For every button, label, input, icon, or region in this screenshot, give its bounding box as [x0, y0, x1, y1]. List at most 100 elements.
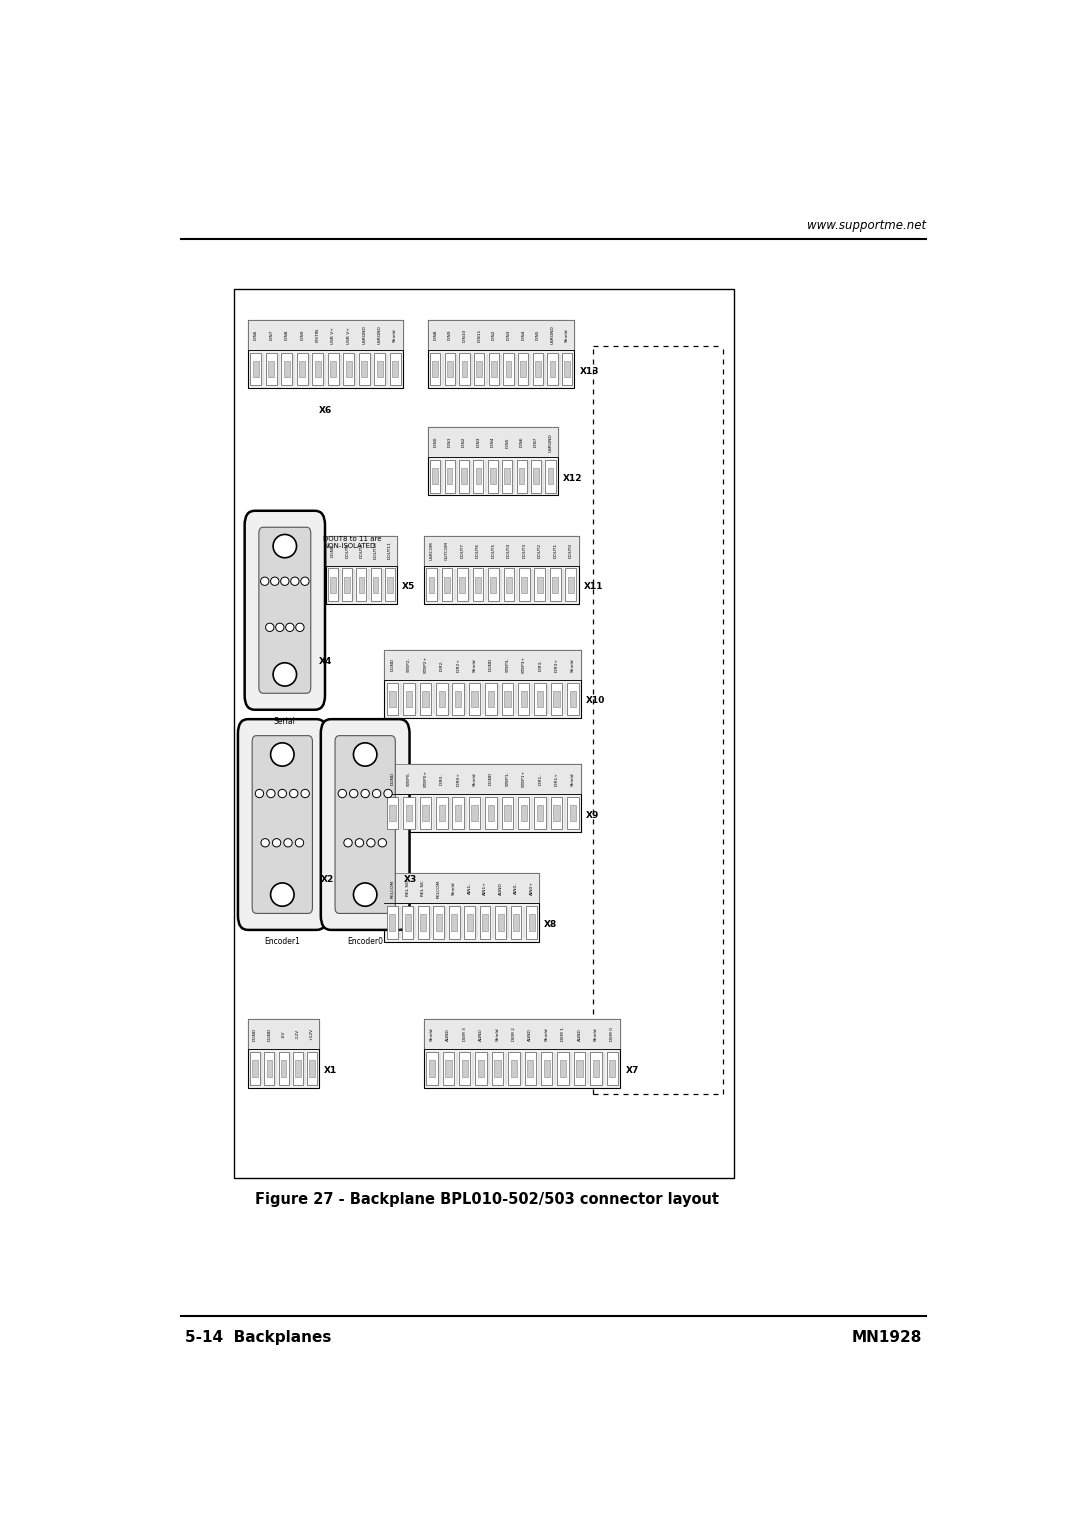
Bar: [570, 804, 576, 821]
Text: X11: X11: [583, 583, 603, 592]
Bar: [531, 460, 541, 492]
Ellipse shape: [260, 576, 269, 586]
Bar: [491, 1052, 503, 1084]
Bar: [253, 361, 259, 378]
Text: DIR0+: DIR0+: [456, 772, 460, 786]
Text: Shield: Shield: [565, 329, 569, 342]
Bar: [436, 797, 447, 829]
Text: DOUT0: DOUT0: [569, 543, 572, 558]
Text: USR V+: USR V+: [347, 327, 351, 344]
Bar: [423, 1020, 620, 1049]
FancyBboxPatch shape: [259, 528, 311, 693]
Bar: [490, 468, 496, 485]
Text: DIR1-: DIR1-: [538, 774, 542, 784]
Bar: [459, 353, 470, 385]
Bar: [567, 797, 579, 829]
Bar: [384, 569, 395, 601]
Ellipse shape: [255, 789, 264, 798]
Bar: [432, 361, 438, 378]
Text: DGND: DGND: [391, 657, 394, 671]
Bar: [504, 691, 511, 706]
Ellipse shape: [272, 838, 281, 847]
Bar: [299, 361, 306, 378]
Bar: [535, 797, 545, 829]
Bar: [384, 650, 581, 680]
Text: DIN0: DIN0: [433, 437, 437, 448]
Bar: [559, 1061, 566, 1076]
Text: Shield: Shield: [453, 882, 456, 896]
Text: DIN4: DIN4: [522, 330, 525, 341]
Bar: [491, 361, 497, 378]
Text: DEM 3: DEM 3: [462, 1027, 467, 1041]
Ellipse shape: [271, 743, 294, 766]
Bar: [373, 576, 378, 593]
Ellipse shape: [285, 624, 294, 631]
Bar: [516, 460, 527, 492]
Bar: [490, 576, 497, 593]
Bar: [505, 361, 511, 378]
Bar: [489, 353, 499, 385]
Bar: [330, 576, 336, 593]
Bar: [480, 907, 490, 939]
Text: DGND: DGND: [489, 772, 492, 786]
Text: +12V: +12V: [310, 1029, 314, 1040]
Text: AIN0-: AIN0-: [514, 882, 518, 894]
Ellipse shape: [275, 624, 284, 631]
Text: DIN2: DIN2: [462, 437, 465, 448]
Bar: [389, 914, 395, 931]
Bar: [503, 569, 514, 601]
Text: -12V: -12V: [296, 1029, 300, 1040]
Bar: [573, 1052, 585, 1084]
Text: USRGND: USRGND: [549, 433, 553, 451]
Bar: [284, 361, 289, 378]
Bar: [295, 1061, 300, 1076]
Bar: [475, 576, 481, 593]
Bar: [478, 1061, 484, 1076]
Bar: [343, 353, 354, 385]
FancyBboxPatch shape: [245, 511, 325, 709]
Bar: [462, 361, 468, 378]
Text: X2: X2: [321, 875, 334, 884]
Bar: [502, 460, 512, 492]
Bar: [248, 320, 403, 350]
Text: Shield: Shield: [393, 329, 397, 342]
Bar: [403, 797, 415, 829]
Bar: [438, 804, 445, 821]
Bar: [459, 576, 465, 593]
Bar: [577, 1061, 582, 1076]
Bar: [518, 353, 528, 385]
Bar: [509, 1052, 519, 1084]
Text: DGND: DGND: [268, 1027, 271, 1041]
Bar: [342, 569, 352, 601]
Bar: [444, 576, 450, 593]
Text: X1: X1: [324, 1066, 337, 1075]
Bar: [248, 1020, 320, 1049]
Text: USRCOM: USRCOM: [430, 541, 433, 560]
Bar: [356, 569, 366, 601]
Text: DIR3+: DIR3+: [554, 657, 558, 671]
Bar: [557, 1052, 569, 1084]
Bar: [423, 535, 579, 604]
Ellipse shape: [261, 838, 269, 847]
Bar: [548, 468, 553, 485]
Bar: [428, 427, 557, 495]
Bar: [498, 914, 503, 931]
Text: DEM 2: DEM 2: [512, 1027, 516, 1041]
Text: Shield: Shield: [430, 1027, 434, 1041]
Text: USR V+: USR V+: [332, 327, 335, 344]
Ellipse shape: [367, 838, 375, 847]
Bar: [420, 797, 431, 829]
Text: MN1928: MN1928: [851, 1330, 922, 1346]
Text: DGND: DGND: [489, 657, 492, 671]
Text: X12: X12: [563, 474, 582, 483]
Bar: [345, 576, 350, 593]
Text: DEM 0: DEM 0: [610, 1027, 615, 1041]
Text: Encoder0: Encoder0: [347, 937, 383, 946]
Bar: [422, 691, 429, 706]
Text: Serial: Serial: [274, 717, 296, 726]
Bar: [384, 873, 539, 942]
Bar: [534, 468, 539, 485]
Ellipse shape: [267, 789, 275, 798]
Bar: [532, 353, 543, 385]
Text: Shield: Shield: [496, 1027, 500, 1041]
